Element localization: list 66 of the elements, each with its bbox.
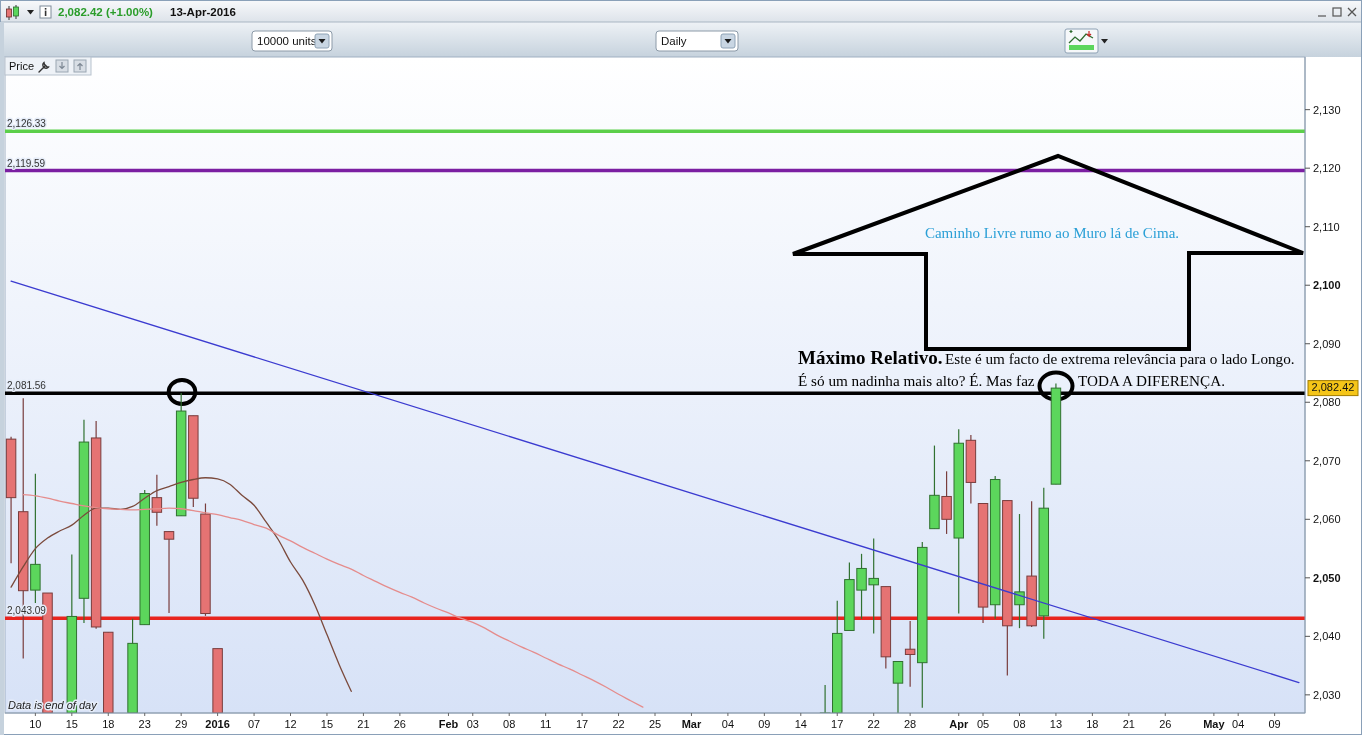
annotation: Este é um facto de extrema relevância para o lado Longo. bbox=[945, 350, 1295, 367]
x-tick-label: 22 bbox=[867, 718, 880, 730]
candlestick bbox=[1014, 513, 1025, 629]
x-tick-label: 26 bbox=[1159, 718, 1172, 730]
y-tick-label: 2,060 bbox=[1313, 513, 1341, 526]
x-tick-label: Mar bbox=[681, 718, 702, 730]
annotation: Máximo Relativo. bbox=[798, 347, 943, 368]
y-tick-label: 2,090 bbox=[1313, 337, 1341, 350]
ref-line-label: 2,119.59 bbox=[7, 157, 46, 169]
ref-line-label: 2,081.56 bbox=[7, 380, 47, 392]
x-tick-label: 11 bbox=[539, 718, 552, 730]
annotation: Caminho Livre rumo ao Muro lá de Cima. bbox=[924, 225, 1180, 241]
y-tick-label: 2,100 bbox=[1313, 279, 1341, 292]
y-tick-label: 2,120 bbox=[1313, 162, 1341, 175]
dropdown: Daily bbox=[655, 30, 739, 52]
x-tick-label: 18 bbox=[102, 718, 115, 730]
annotation: É só um nadinha mais alto? É. Mas faz bbox=[798, 372, 1035, 389]
y-tick-label: 2,030 bbox=[1313, 688, 1341, 701]
x-tick-label: 14 bbox=[794, 718, 807, 730]
dropdown: 10000 units bbox=[251, 30, 333, 52]
annotation: Price bbox=[9, 60, 35, 72]
x-tick-label: 26 bbox=[393, 718, 406, 730]
x-tick-label: 21 bbox=[1122, 718, 1135, 730]
x-tick-label: Apr bbox=[949, 718, 969, 730]
x-tick-label: 23 bbox=[138, 718, 151, 730]
y-tick-label: 2,110 bbox=[1313, 220, 1340, 233]
candlestick bbox=[892, 660, 904, 713]
y-tick-label: 2,040 bbox=[1313, 630, 1341, 643]
chart-subtitle: 13-Apr-2016 bbox=[170, 5, 236, 18]
x-tick-label: 09 bbox=[758, 718, 771, 730]
x-tick-label: 08 bbox=[1013, 718, 1026, 730]
x-tick-label: 28 bbox=[904, 718, 917, 730]
chart-title: 2,082.42 (+1.00%) bbox=[58, 5, 154, 18]
ref-line-label: 2,126.33 bbox=[7, 118, 47, 130]
x-tick-label: 15 bbox=[320, 718, 334, 730]
y-tick-label: 2,050 bbox=[1313, 571, 1341, 584]
x-tick-label: 22 bbox=[612, 718, 625, 730]
x-tick-label: 12 bbox=[284, 718, 297, 730]
x-tick-label: Feb bbox=[438, 718, 459, 730]
x-tick-label: 17 bbox=[575, 718, 589, 730]
x-tick-label: 15 bbox=[65, 718, 78, 730]
x-tick-label: 04 bbox=[1232, 718, 1245, 730]
x-tick-label: 25 bbox=[648, 718, 662, 730]
x-tick-label: 13 bbox=[1049, 718, 1063, 730]
x-tick-label: 04 bbox=[721, 718, 735, 730]
x-tick-label: 03 bbox=[466, 718, 479, 730]
price-tag: 2,082.42 bbox=[1307, 380, 1359, 397]
x-tick-label: 21 bbox=[357, 718, 370, 730]
candlestick bbox=[163, 530, 175, 614]
x-tick-label: 09 bbox=[1268, 718, 1281, 730]
x-tick-label: 07 bbox=[247, 718, 261, 730]
candlestick bbox=[151, 474, 163, 527]
x-tick-label: 10 bbox=[29, 718, 42, 730]
candlestick bbox=[904, 620, 916, 688]
x-tick-label: 18 bbox=[1086, 718, 1099, 730]
x-tick-label: 17 bbox=[831, 718, 844, 730]
x-tick-label: 2016 bbox=[205, 718, 230, 730]
y-tick-label: 2,070 bbox=[1313, 454, 1341, 467]
annotation: TODA A DIFERENÇA. bbox=[1078, 372, 1225, 389]
x-tick-label: 29 bbox=[175, 718, 188, 730]
candlestick bbox=[941, 470, 952, 535]
x-tick-label: May bbox=[1203, 718, 1226, 730]
x-tick-label: 05 bbox=[976, 718, 990, 730]
x-tick-label: 08 bbox=[503, 718, 516, 730]
y-tick-label: 2,130 bbox=[1313, 103, 1341, 116]
y-tick-label: 2,080 bbox=[1313, 396, 1341, 409]
